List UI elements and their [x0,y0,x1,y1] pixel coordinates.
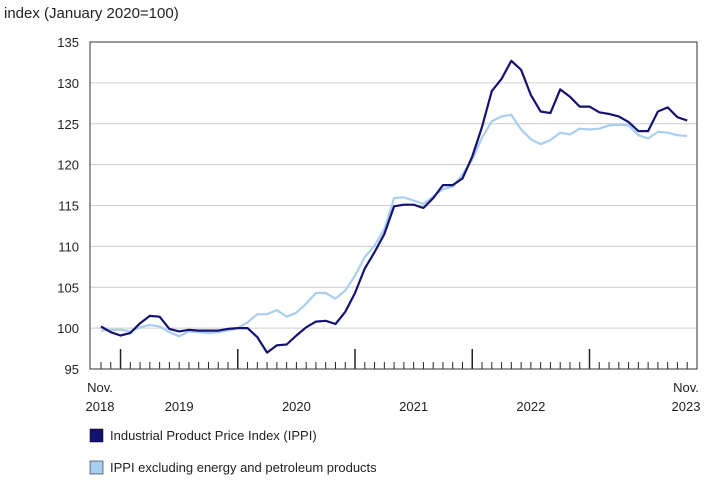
x-end-year-label: 2023 [672,399,701,414]
x-axis-ticks [100,349,688,369]
y-axis-ticks: 95 100 105 110 115 120 125 130 135 [57,35,79,377]
series-lines [100,59,688,354]
plot-frame [89,41,698,370]
y-tick-label: 135 [57,35,79,50]
series-line-ippi-excl-energy [100,113,688,338]
y-tick-label: 130 [57,76,79,91]
y-tick-label: 125 [57,117,79,132]
legend-swatch-ippi-excl-energy [89,460,104,475]
x-year-label: 2021 [399,399,428,414]
y-tick-label: 95 [65,362,79,377]
y-axis-title: index (January 2020=100) [4,5,179,22]
legend: Industrial Product Price Index (IPPI) IP… [89,428,377,475]
legend-label-ippi-excl-energy: IPPI excluding energy and petroleum prod… [110,460,377,475]
x-start-year-label: 2018 [86,399,115,414]
x-start-month-label: Nov. [87,380,113,395]
legend-swatch-ippi [89,428,104,443]
y-tick-label: 105 [57,280,79,295]
legend-label-ippi: Industrial Product Price Index (IPPI) [110,428,317,443]
series-line-ippi [100,59,688,354]
x-axis-year-labels: 2019 2020 2021 2022 [165,399,546,414]
x-year-label: 2022 [516,399,545,414]
y-tick-label: 100 [57,321,79,336]
x-year-label: 2019 [165,399,194,414]
gridlines [90,82,697,329]
x-year-label: 2020 [282,399,311,414]
y-tick-label: 110 [58,239,79,254]
y-tick-label: 120 [57,158,79,173]
x-end-month-label: Nov. [673,380,699,395]
y-tick-label: 115 [58,199,79,214]
